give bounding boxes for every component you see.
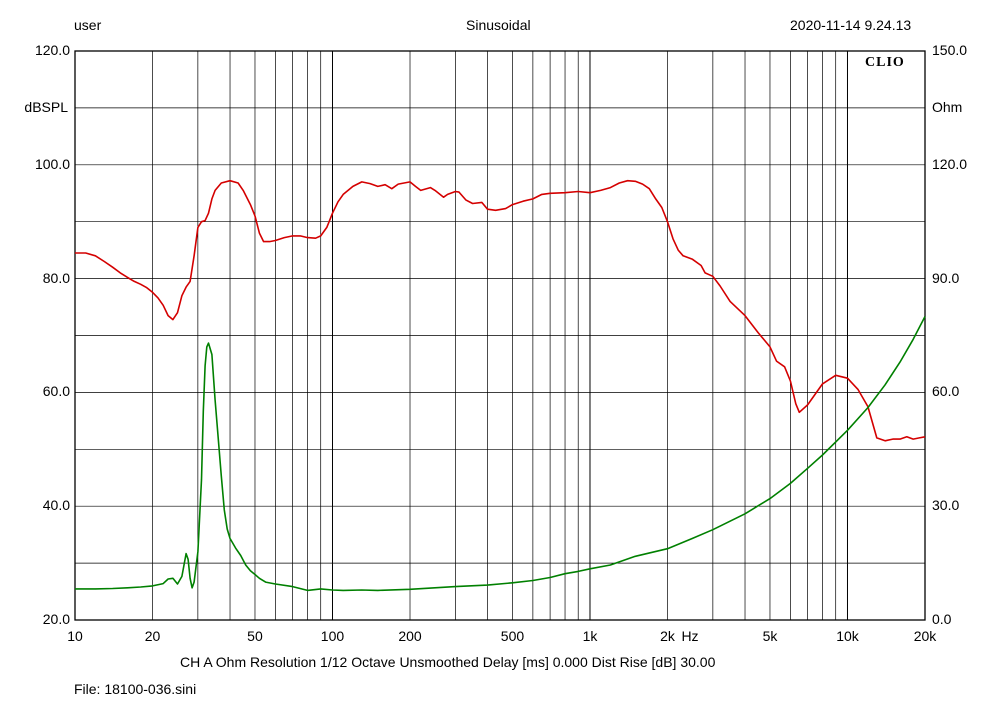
x-tick: 20k — [913, 628, 937, 644]
x-tick: 5k — [762, 628, 778, 644]
header-user: user — [74, 17, 102, 33]
y-right-unit: Ohm — [932, 99, 963, 115]
clio-logo: CLIO — [865, 55, 905, 70]
spl-curve — [75, 179, 926, 442]
y-left-tick: 40.0 — [42, 497, 70, 514]
y-right-tick: 0.0 — [932, 611, 952, 627]
impedance-curve — [75, 316, 926, 592]
x-tick: 20 — [144, 628, 161, 644]
x-tick: 50 — [247, 628, 263, 644]
x-tick: 10k — [836, 628, 859, 644]
footer-file: File: 18100-036.sini — [74, 681, 197, 697]
y-left-tick: 80.0 — [42, 269, 70, 286]
y-right-tick: 30.0 — [932, 497, 960, 514]
header-timestamp: 2020-11-14 9.24.13 — [790, 17, 912, 33]
x-tick: 2k — [660, 628, 675, 644]
x-tick: 1k — [582, 628, 598, 644]
y-left-tick: 20.0 — [42, 611, 70, 627]
header-mode: Sinusoidal — [466, 17, 531, 33]
x-unit-label: Hz — [681, 628, 699, 644]
y-left-tick: 100.0 — [34, 155, 70, 172]
y-right-tick: 150.0 — [932, 42, 968, 58]
y-right-tick: 120.0 — [932, 155, 968, 172]
vertical-grid — [152, 51, 848, 620]
x-tick: 200 — [398, 628, 422, 644]
y-left-unit: dBSPL — [24, 99, 68, 115]
footer-info: CH A Ohm Resolution 1/12 Octave Unsmooth… — [180, 654, 716, 670]
x-tick: 500 — [500, 628, 525, 644]
x-tick: 100 — [320, 628, 345, 644]
y-right-tick: 90.0 — [932, 269, 960, 286]
x-tick: 10 — [67, 628, 83, 644]
y-left-tick: 120.0 — [34, 42, 70, 58]
series-layer — [75, 179, 926, 592]
y-left-tick: 60.0 — [42, 383, 70, 400]
y-right-tick: 60.0 — [932, 383, 960, 400]
horizontal-grid — [75, 107, 925, 564]
